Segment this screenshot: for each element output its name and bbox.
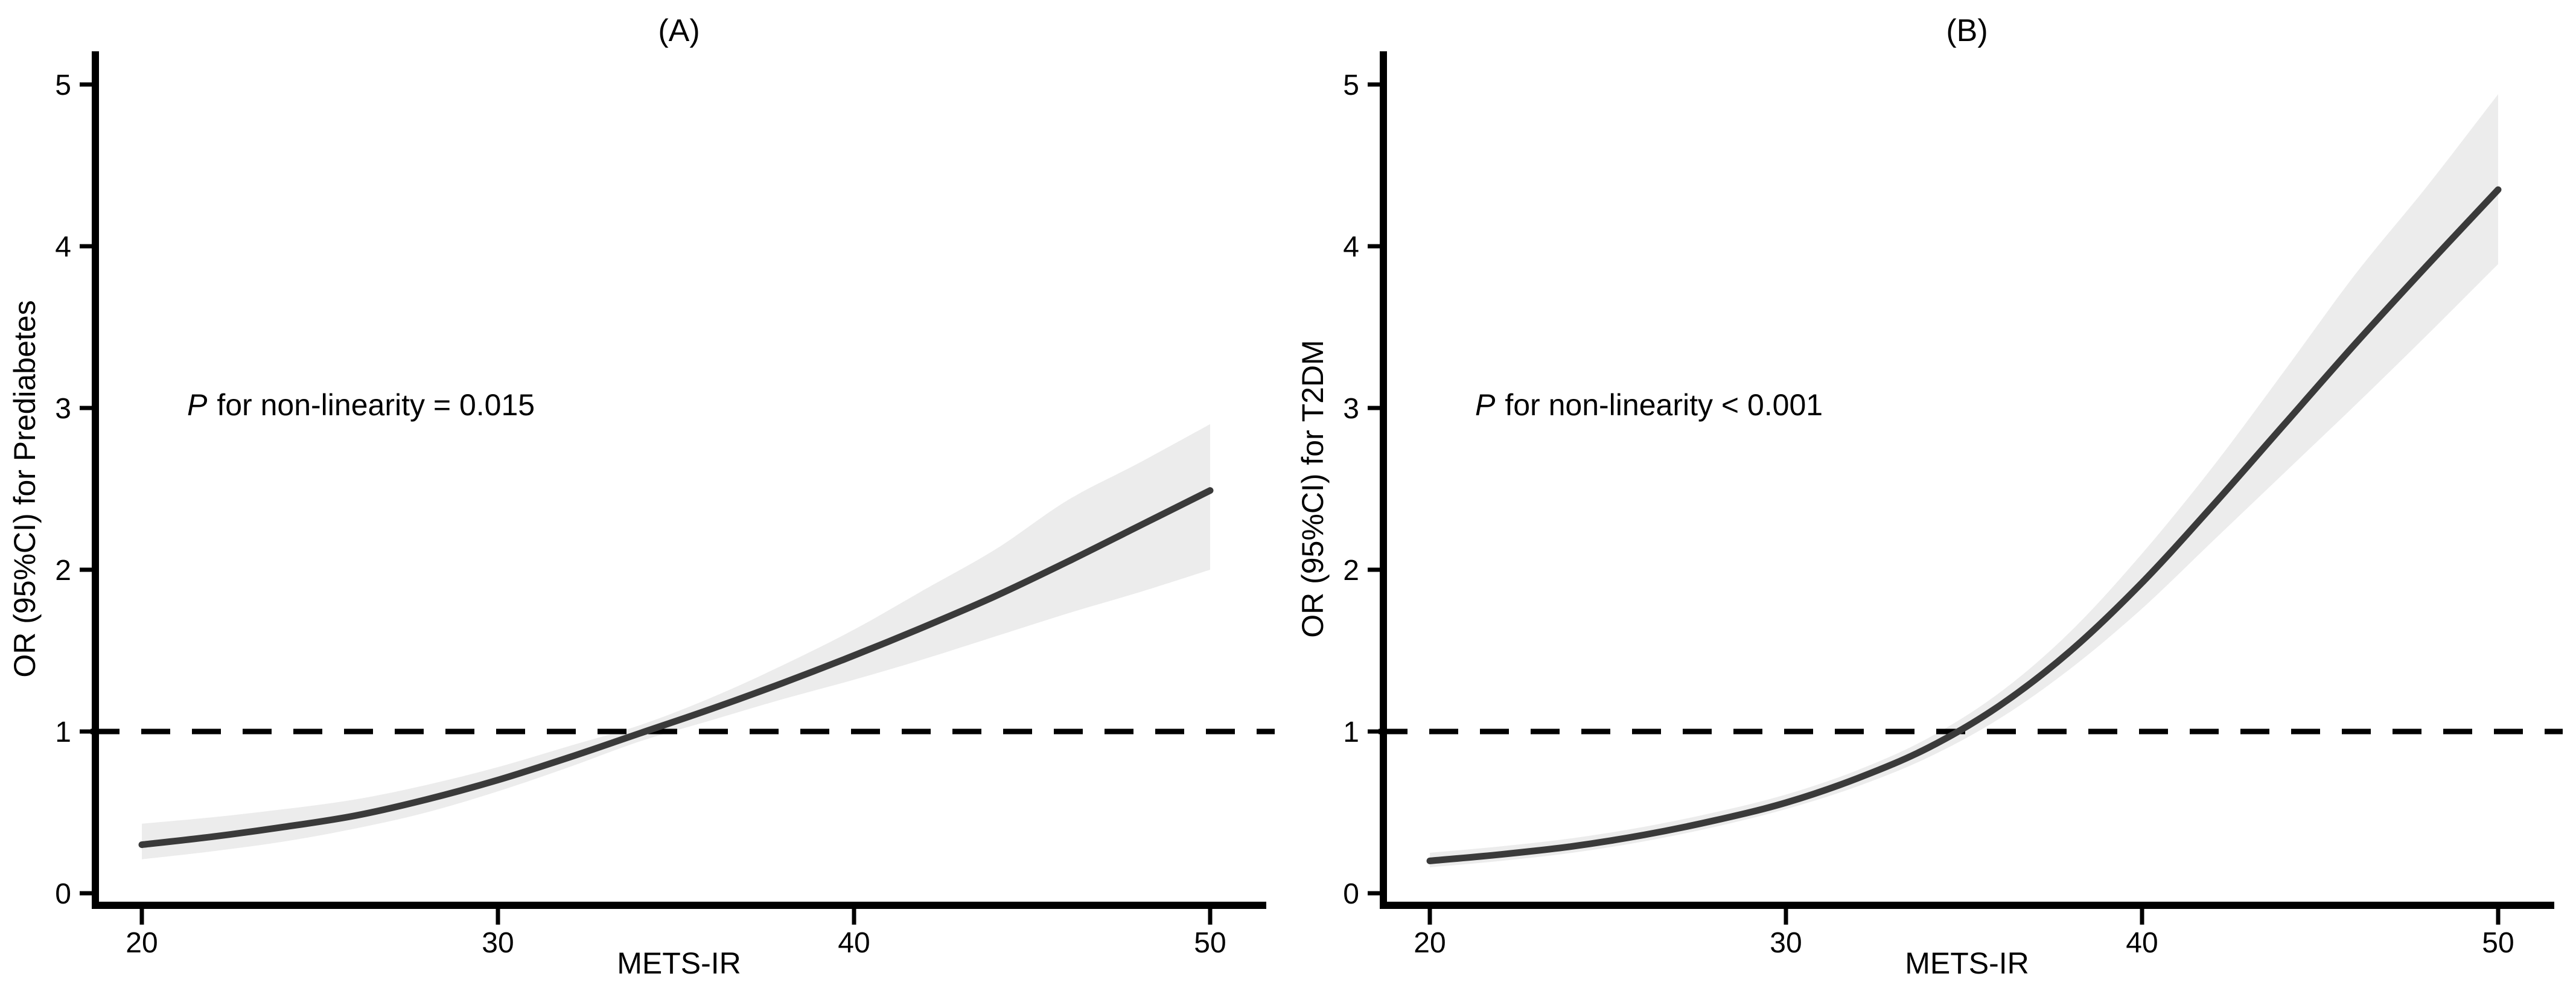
annotation-text: for non-linearity = 0.015 bbox=[217, 388, 535, 422]
x-tick-label: 50 bbox=[2482, 927, 2514, 959]
x-tick-label: 50 bbox=[1194, 927, 1226, 959]
y-tick-label: 1 bbox=[1343, 716, 1359, 748]
chart-panel-b: 0 1 2 3 4 5 20 30 40 50 (B) OR (95%CI) for T2DM METS… bbox=[1296, 13, 2563, 980]
estimate-curve bbox=[1426, 186, 2502, 864]
panel-title: (B) bbox=[1946, 13, 1988, 48]
y-tick-label: 5 bbox=[1343, 69, 1359, 101]
x-tick-label: 30 bbox=[482, 927, 514, 959]
y-tick-label: 5 bbox=[55, 69, 71, 101]
y-tick-label: 3 bbox=[1343, 393, 1359, 425]
panel-title: (A) bbox=[658, 13, 700, 48]
y-tick-label: 0 bbox=[1343, 878, 1359, 910]
annotation-text: for non-linearity < 0.001 bbox=[1505, 388, 1823, 422]
x-tick-label: 40 bbox=[2126, 927, 2158, 959]
y-axis-label: OR (95%CI) for Prediabetes bbox=[8, 300, 42, 677]
y-tick-label: 2 bbox=[1343, 555, 1359, 587]
confidence-band bbox=[1430, 94, 2498, 868]
chart-panel-a: 0 1 2 3 4 5 20 30 40 50 (A) OR (95%CI) for Prediabe… bbox=[8, 13, 1275, 980]
y-tick-label: 0 bbox=[55, 878, 71, 910]
y-tick-label: 4 bbox=[55, 231, 71, 263]
x-tick-label: 20 bbox=[126, 927, 158, 959]
x-tick-label: 40 bbox=[838, 927, 870, 959]
annotation-p-symbol: P bbox=[1475, 388, 1496, 422]
estimate-curve bbox=[138, 487, 1214, 849]
y-tick-label: 2 bbox=[55, 555, 71, 587]
x-axis-label: METS-IR bbox=[617, 946, 741, 980]
x-axis-label: METS-IR bbox=[1905, 946, 2029, 980]
y-axis-label: OR (95%CI) for T2DM bbox=[1296, 340, 1330, 638]
confidence-band bbox=[142, 424, 1210, 859]
x-tick-label: 20 bbox=[1414, 927, 1446, 959]
annotation-p-symbol: P bbox=[187, 388, 208, 422]
y-tick-label: 3 bbox=[55, 393, 71, 425]
y-tick-label: 1 bbox=[55, 716, 71, 748]
y-tick-label: 4 bbox=[1343, 231, 1359, 263]
x-tick-label: 30 bbox=[1770, 927, 1802, 959]
